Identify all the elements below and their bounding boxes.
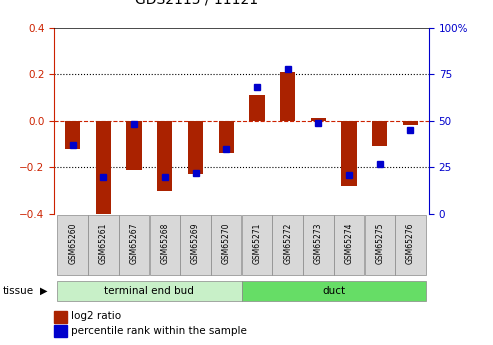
Bar <box>218 121 234 153</box>
Text: GSM65275: GSM65275 <box>375 223 384 265</box>
Text: GSM65268: GSM65268 <box>160 223 169 264</box>
Text: GSM65272: GSM65272 <box>283 223 292 264</box>
Text: log2 ratio: log2 ratio <box>71 312 122 321</box>
Text: GSM65273: GSM65273 <box>314 223 323 265</box>
Text: tissue: tissue <box>2 286 34 296</box>
Text: GDS2115 / 11121: GDS2115 / 11121 <box>135 0 258 7</box>
Bar <box>403 121 418 125</box>
Text: GSM65267: GSM65267 <box>130 223 139 265</box>
Bar <box>249 95 265 121</box>
FancyBboxPatch shape <box>57 280 242 301</box>
Bar <box>188 121 203 174</box>
FancyBboxPatch shape <box>242 215 272 275</box>
FancyBboxPatch shape <box>211 215 242 275</box>
FancyBboxPatch shape <box>364 215 395 275</box>
Text: GSM65270: GSM65270 <box>222 223 231 265</box>
Bar <box>126 121 142 170</box>
FancyBboxPatch shape <box>303 215 334 275</box>
FancyBboxPatch shape <box>149 215 180 275</box>
FancyBboxPatch shape <box>119 215 149 275</box>
FancyBboxPatch shape <box>273 215 303 275</box>
Text: GSM65260: GSM65260 <box>68 223 77 265</box>
FancyBboxPatch shape <box>88 215 119 275</box>
Text: percentile rank within the sample: percentile rank within the sample <box>71 326 247 336</box>
FancyBboxPatch shape <box>180 215 211 275</box>
Bar <box>311 118 326 121</box>
FancyBboxPatch shape <box>242 280 426 301</box>
Text: GSM65271: GSM65271 <box>252 223 261 264</box>
FancyBboxPatch shape <box>58 215 88 275</box>
Text: GSM65269: GSM65269 <box>191 223 200 265</box>
Bar <box>65 121 80 149</box>
Text: GSM65261: GSM65261 <box>99 223 108 264</box>
Bar <box>280 72 295 121</box>
FancyBboxPatch shape <box>395 215 425 275</box>
Text: ▶: ▶ <box>40 286 48 296</box>
Bar <box>341 121 357 186</box>
Text: GSM65274: GSM65274 <box>345 223 353 265</box>
FancyBboxPatch shape <box>334 215 364 275</box>
Bar <box>157 121 173 190</box>
Text: duct: duct <box>322 286 345 296</box>
Text: GSM65276: GSM65276 <box>406 223 415 265</box>
Bar <box>372 121 387 146</box>
Bar <box>96 121 111 219</box>
Text: terminal end bud: terminal end bud <box>105 286 194 296</box>
